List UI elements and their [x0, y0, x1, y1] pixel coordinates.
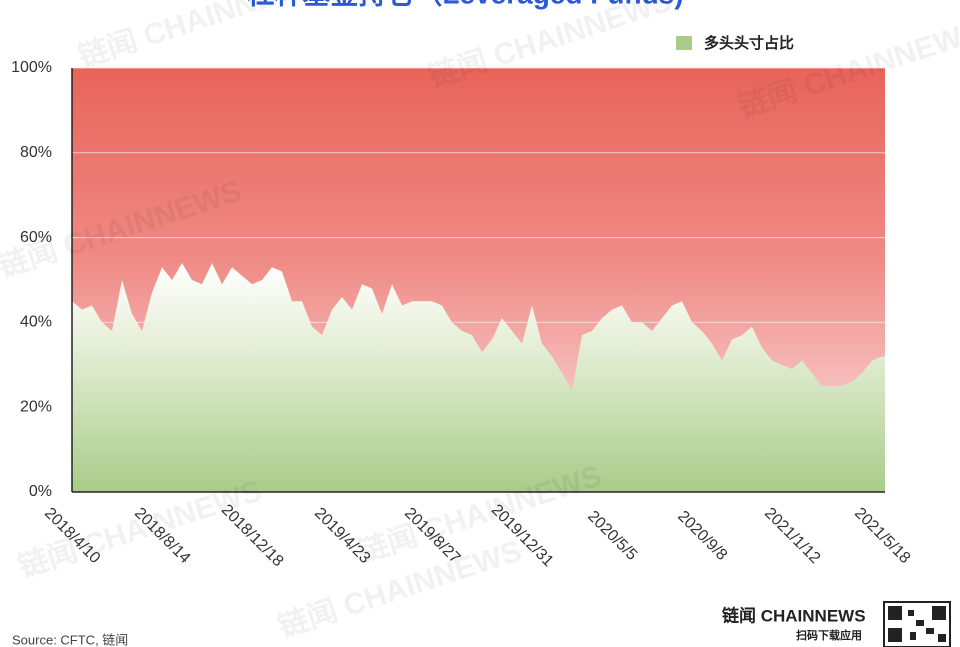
- x-tick-label: 2021/5/18: [851, 505, 913, 567]
- legend-swatch: [676, 36, 692, 50]
- brand-slogan: 扫码下载应用: [796, 628, 862, 642]
- x-tick-label: 2020/9/8: [674, 508, 730, 564]
- y-tick-label: 100%: [11, 59, 52, 76]
- y-tick-label: 0%: [29, 483, 52, 500]
- area: [72, 263, 885, 492]
- y-tick-label: 40%: [20, 314, 52, 331]
- watermark: 链闻 CHAINNEWS: [74, 0, 325, 74]
- y-tick-label: 60%: [20, 229, 52, 246]
- source: Source: CFTC, 链闻: [12, 632, 128, 647]
- y-tick-label: 20%: [20, 398, 52, 415]
- qr-code: [883, 601, 951, 647]
- y-tick-label: 80%: [20, 144, 52, 161]
- chart-title: 杠杆基金持仓（Leveraged Funds): [246, 0, 683, 9]
- x-tick-label: 2018/12/18: [218, 501, 287, 570]
- brand-name: 链闻 CHAINNEWS: [722, 605, 866, 625]
- legend-label: 多头头寸占比: [704, 34, 794, 52]
- x-tick-label: 2021/1/12: [761, 505, 823, 567]
- x-tick-label: 2020/5/5: [584, 508, 640, 564]
